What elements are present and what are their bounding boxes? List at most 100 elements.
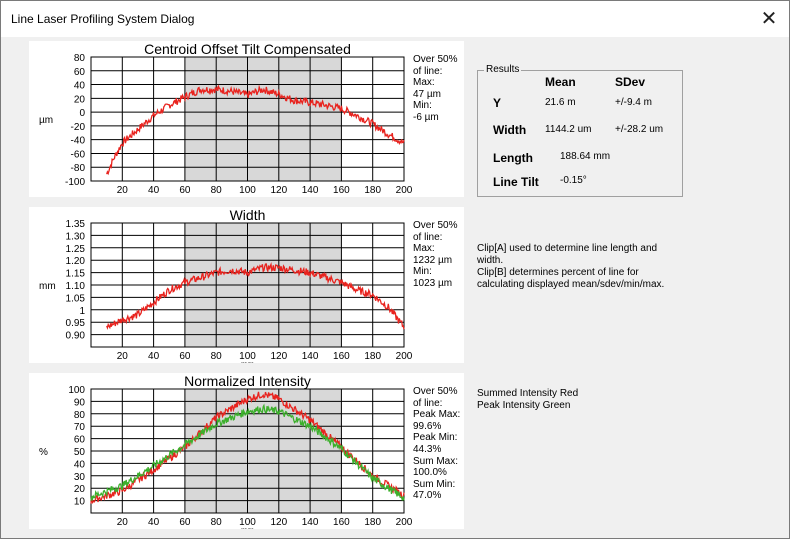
x-tick-label: 100 [239,185,256,196]
stat-line: 47 µm [413,88,441,100]
x-axis-label: mm [241,526,255,529]
y-axis-label: µm [39,115,53,126]
y-tick-label: 1.35 [66,219,86,230]
x-tick-label: 20 [117,185,129,196]
stat-line: Sum Max: [413,455,459,467]
stat-line: Over 50% [413,220,458,231]
x-tick-label: 100 [239,351,256,362]
note-line: width. [477,255,504,266]
result-label: Length [493,151,533,165]
x-tick-label: 160 [333,517,350,528]
y-tick-label: 0.90 [66,331,86,342]
y-axis-label: mm [39,281,56,292]
x-tick-label: 140 [302,185,319,196]
x-tick-label: 40 [148,185,160,196]
y-tick-label: 1.30 [66,231,86,242]
y-tick-label: -40 [71,136,86,147]
y-tick-label: 0.95 [66,318,86,329]
plot-frame [90,222,405,348]
note-line: Clip[B] determines percent of line for [477,267,639,278]
red-series-line [106,262,405,331]
x-tick-label: 180 [364,351,381,362]
y-tick-label: -100 [65,177,85,188]
results-group: Results Mean SDev Y 21.6 m +/-9.4 m Widt… [477,64,683,197]
stat-line: Peak Max: [413,409,461,421]
centroid-stats: Over 50% of line: Max: 47 µm Min: -6 µm [413,54,457,124]
x-tick-label: 80 [211,517,223,528]
y-tick-label: -80 [71,163,86,174]
intensity-chart-panel: Normalized Intensity 100 90 80 70 60 50 40 30 20 1… [29,373,464,529]
x-tick-label: 20 [117,517,129,528]
stat-line: Max: [413,77,435,89]
chart-title: Normalized Intensity [184,373,311,389]
y-tick-label: -60 [71,149,86,160]
stat-line: Min: [413,100,432,112]
y-tick-label: 100 [68,385,85,396]
y-tick-label: 10 [74,497,86,508]
y-tick-label: 1.05 [66,293,86,304]
y-tick-label: 1.10 [66,281,86,292]
y-tick-label: 80 [74,410,86,421]
result-mean: 21.6 m [545,97,576,108]
stat-line: 1232 µm [413,254,453,266]
width-chart-panel: Width 1.35 1.30 1.25 1.20 1.15 1.10 1.05 1 0.95 0.… [29,207,464,363]
close-icon[interactable]: ✕ [760,8,778,30]
y-tick-label: 70 [74,422,86,433]
y-tick-label: 90 [74,397,86,408]
width-chart: Width 1.351.30 1.251.20 1.151.101.05 10.95 0.… [39,207,413,363]
stat-line: 1023 µm [413,277,453,289]
y-tick-label: 50 [74,447,86,458]
x-tick-label: 120 [270,351,287,362]
intensity-legend-text: Summed Intensity Red Peak Intensity Gree… [477,388,578,412]
x-tick-label: 120 [270,517,287,528]
x-tick-label: 120 [270,185,287,196]
centroid-offset-chart: Centroid Offset Tilt Compensated 80 60 40 20… [39,41,413,196]
y-tick-label: 40 [74,81,86,92]
x-tick-label: 100 [239,517,256,528]
result-label: Line Tilt [493,175,539,189]
y-tick-label: 1.15 [66,269,86,280]
result-label: Width [493,123,527,137]
x-tick-label: 80 [211,185,223,196]
stat-line: Over 50% [413,386,458,397]
y-tick-label: 60 [74,435,86,446]
note-line: calculating displayed mean/sdev/min/max. [477,279,665,290]
stat-line: 47.0% [413,490,442,502]
y-tick-label: 1.25 [66,244,86,255]
stat-line: Sum Min: [413,478,456,490]
y-tick-label: 1 [79,306,85,317]
plot-frame [90,56,405,182]
x-tick-label: 160 [333,351,350,362]
y-axis-label: % [39,447,48,458]
result-sdev: +/-28.2 um [615,124,664,135]
x-tick-label: 80 [211,351,223,362]
stat-line: 44.3% [413,443,442,455]
shaded-region [184,57,342,181]
y-tick-label: 20 [74,94,86,105]
intensity-chart: Normalized Intensity10090807060504030201… [39,373,413,529]
green-series-line [90,403,405,502]
result-label: Y [493,96,502,110]
x-tick-label: 200 [396,517,413,528]
x-tick-label: 60 [179,351,191,362]
x-tick-label: 60 [179,185,191,196]
clip-info-text: Clip[A] used to determine line length an… [477,243,664,291]
result-sdev: +/-9.4 m [615,97,652,108]
x-tick-label: 20 [117,351,129,362]
y-tick-label: 0 [79,108,85,119]
result-mean: -0.15° [560,175,587,186]
plot-frame [90,388,405,514]
stat-line: Over 50% [413,54,458,65]
centroid-chart-panel: Centroid Offset Tilt Compensated 80 60 40 20… [29,41,464,197]
stat-line: of line: [413,65,443,77]
x-tick-label: 40 [148,517,160,528]
stat-line: 99.6% [413,420,442,432]
x-tick-label: 60 [179,517,191,528]
x-axis-label: mm [241,360,255,363]
red-series-line [106,84,405,176]
x-tick-label: 160 [333,185,350,196]
y-tick-label: 20 [74,484,86,495]
y-tick-label: 60 [74,67,86,78]
result-mean: 1144.2 um [545,124,592,135]
